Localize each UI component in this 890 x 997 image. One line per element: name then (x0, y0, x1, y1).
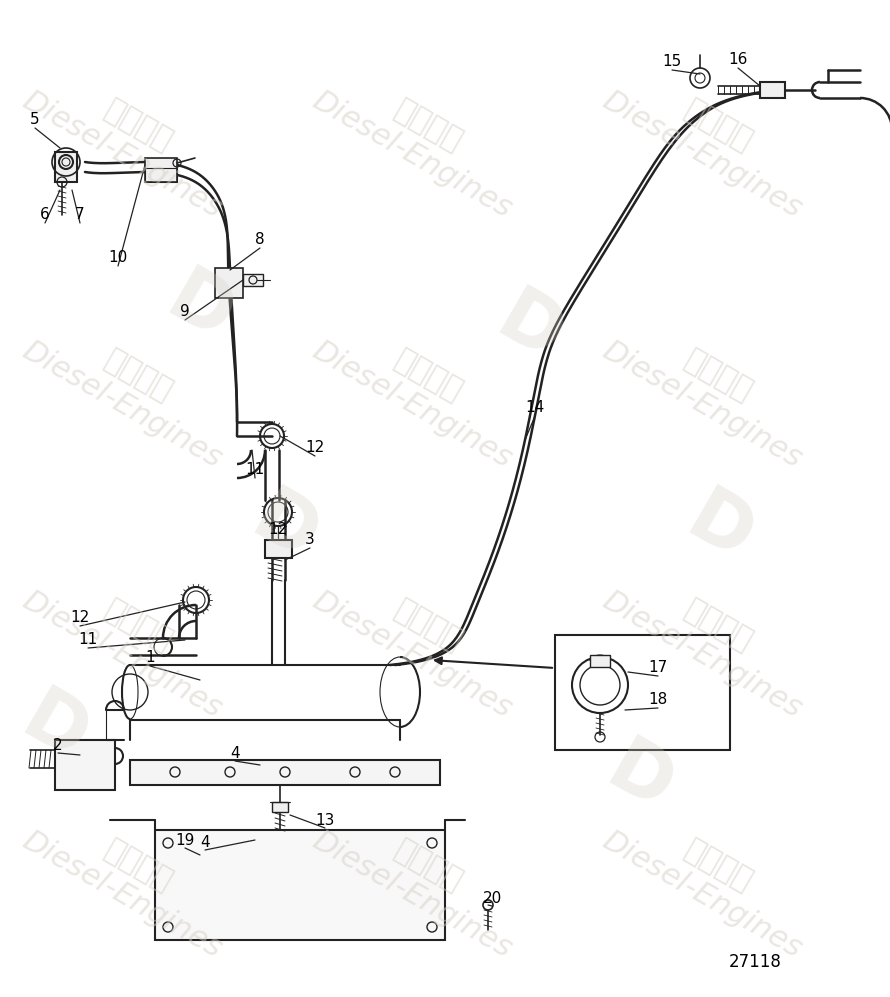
Text: 紫发动力
Diesel-Engines: 紫发动力 Diesel-Engines (307, 306, 533, 474)
Bar (55, 152, 77, 182)
Text: 15: 15 (662, 55, 682, 70)
Bar (265, 540, 292, 558)
Text: 12: 12 (269, 522, 287, 537)
Text: D: D (239, 483, 331, 578)
Text: D: D (9, 682, 101, 778)
Text: 19: 19 (175, 832, 195, 847)
Text: 16: 16 (728, 53, 748, 68)
Text: 3: 3 (305, 532, 315, 547)
Text: 4: 4 (231, 746, 239, 761)
Text: D: D (154, 262, 246, 358)
Text: D: D (594, 732, 686, 828)
Text: 5: 5 (30, 113, 40, 128)
Bar (272, 802, 288, 812)
Text: 4: 4 (200, 834, 210, 849)
Text: 紫发动力
Diesel-Engines: 紫发动力 Diesel-Engines (597, 556, 823, 724)
Bar (215, 268, 243, 298)
Text: D: D (484, 282, 576, 378)
Text: 紫发动力
Diesel-Engines: 紫发动力 Diesel-Engines (307, 797, 533, 963)
Text: 1: 1 (145, 650, 155, 666)
Text: 18: 18 (649, 693, 668, 708)
Text: 紫发动力
Diesel-Engines: 紫发动力 Diesel-Engines (17, 556, 243, 724)
Text: 12: 12 (305, 441, 325, 456)
Bar (145, 168, 177, 182)
Text: 紫发动力
Diesel-Engines: 紫发动力 Diesel-Engines (597, 306, 823, 474)
Text: 紫发动力
Diesel-Engines: 紫发动力 Diesel-Engines (307, 556, 533, 724)
Text: 14: 14 (525, 401, 545, 416)
Text: 7: 7 (75, 207, 85, 222)
Bar (130, 760, 440, 785)
Text: 20: 20 (482, 890, 502, 905)
Text: 2: 2 (53, 738, 63, 753)
Text: 17: 17 (649, 660, 668, 676)
Text: 8: 8 (255, 232, 265, 247)
Bar (55, 740, 115, 790)
Text: 11: 11 (78, 632, 98, 647)
Bar (760, 82, 785, 98)
Text: 紫发动力
Diesel-Engines: 紫发动力 Diesel-Engines (17, 797, 243, 963)
Text: 紫发动力
Diesel-Engines: 紫发动力 Diesel-Engines (17, 57, 243, 223)
Text: 12: 12 (70, 610, 90, 625)
Text: 紫发动力
Diesel-Engines: 紫发动力 Diesel-Engines (307, 57, 533, 223)
Bar (555, 635, 730, 750)
Bar (243, 274, 263, 286)
Text: 13: 13 (315, 813, 335, 828)
Text: 紫发动力
Diesel-Engines: 紫发动力 Diesel-Engines (17, 306, 243, 474)
Bar (145, 158, 177, 182)
Text: D: D (674, 483, 766, 578)
Bar (155, 830, 445, 940)
Text: 紫发动力
Diesel-Engines: 紫发动力 Diesel-Engines (597, 797, 823, 963)
Bar (590, 655, 610, 667)
Text: 11: 11 (246, 463, 264, 478)
Text: 27118: 27118 (729, 953, 781, 971)
Text: 10: 10 (109, 250, 127, 265)
Text: 紫发动力
Diesel-Engines: 紫发动力 Diesel-Engines (597, 57, 823, 223)
Text: 6: 6 (40, 207, 50, 222)
Text: 9: 9 (180, 304, 190, 319)
